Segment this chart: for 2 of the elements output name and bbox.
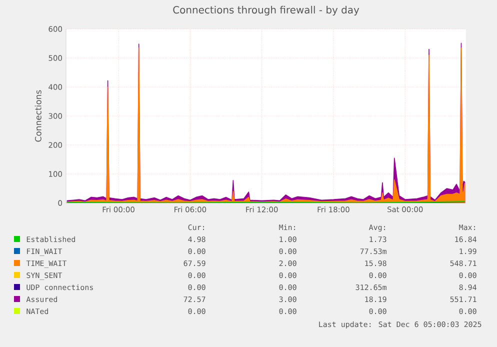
- y-axis-title: Connections: [34, 90, 42, 142]
- chart-title: Connections through firewall - by day: [173, 6, 360, 16]
